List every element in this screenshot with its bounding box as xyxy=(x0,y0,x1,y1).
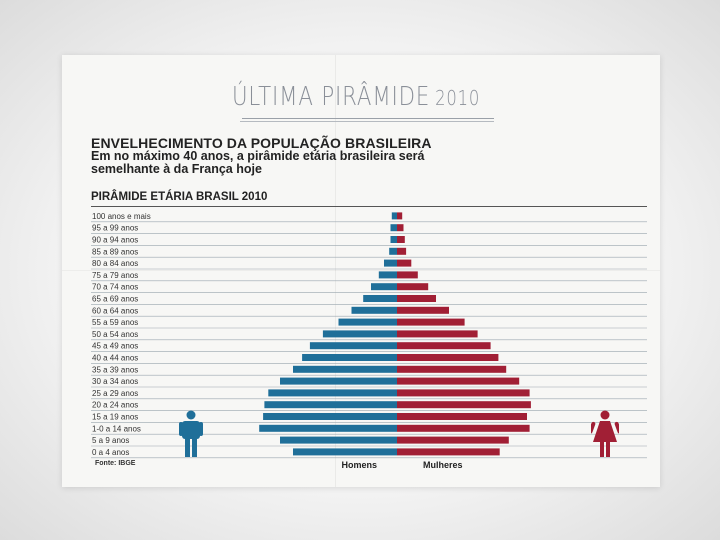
female-figure-arm xyxy=(591,421,596,434)
bar-homens xyxy=(309,342,397,350)
bar-mulheres xyxy=(397,318,465,326)
bar-mulheres xyxy=(397,224,404,232)
bar-mulheres xyxy=(397,389,530,397)
slide-title-year: 2010 xyxy=(435,86,481,110)
bar-mulheres xyxy=(397,354,499,361)
age-group-label: 60 a 64 anos xyxy=(92,306,138,315)
bar-mulheres xyxy=(397,377,520,385)
bar-mulheres xyxy=(397,247,407,255)
bar-homens xyxy=(293,365,397,373)
male-figure-leg xyxy=(185,438,190,457)
paper-fold xyxy=(62,270,660,271)
age-group-label: 85 a 89 anos xyxy=(92,247,138,256)
bar-mulheres xyxy=(397,271,418,279)
age-group-label: 30 a 34 anos xyxy=(92,377,138,386)
article-subhead: Em no máximo 40 anos, a pirâmide etária … xyxy=(91,149,425,176)
chart-title: PIRÂMIDE ETÁRIA BRASIL 2010 xyxy=(91,191,268,203)
female-figure-head xyxy=(600,410,610,420)
age-group-label: 70 a 74 anos xyxy=(92,283,138,292)
female-figure-dress xyxy=(593,421,617,442)
age-group-label: 1-0 a 14 anos xyxy=(92,424,141,433)
bar-mulheres xyxy=(397,436,509,444)
age-group-label: 45 a 49 anos xyxy=(92,342,138,351)
bar-homens xyxy=(302,354,397,361)
chart-title-rule xyxy=(91,206,647,207)
age-group-label: 0 a 4 anos xyxy=(92,448,129,457)
title-underline xyxy=(242,118,494,119)
bar-homens xyxy=(389,247,397,255)
bar-homens xyxy=(371,283,397,291)
bar-mulheres xyxy=(397,295,436,302)
male-figure-torso xyxy=(182,421,200,439)
bar-homens xyxy=(391,212,397,220)
bar-mulheres xyxy=(397,342,491,350)
bar-homens xyxy=(264,401,397,409)
bar-mulheres xyxy=(397,401,531,409)
legend-homens: Homens xyxy=(341,460,377,470)
age-group-label: 50 a 54 anos xyxy=(92,330,138,339)
bar-homens xyxy=(322,330,397,338)
bar-homens xyxy=(390,224,397,232)
male-figure-leg xyxy=(192,438,197,457)
bar-mulheres xyxy=(397,330,478,338)
slide-title: ÚLTIMA PIRÂMIDE 2010 xyxy=(232,82,480,112)
age-group-label: 75 a 79 anos xyxy=(92,271,138,280)
slide-title-text: ÚLTIMA PIRÂMIDE xyxy=(232,82,431,112)
age-group-label: 80 a 84 anos xyxy=(92,259,138,268)
bar-homens xyxy=(390,236,397,243)
age-group-label: 40 a 44 anos xyxy=(92,354,138,363)
bar-homens xyxy=(263,413,397,420)
female-figure-leg xyxy=(600,442,604,457)
age-group-label: 20 a 24 anos xyxy=(92,401,138,410)
bar-homens xyxy=(338,318,397,326)
age-group-label: 65 a 69 anos xyxy=(92,295,138,304)
bar-homens xyxy=(363,295,397,302)
age-group-label: 95 a 99 anos xyxy=(92,224,138,233)
bar-homens xyxy=(293,448,397,456)
bar-mulheres xyxy=(397,306,449,314)
female-figure-arm xyxy=(614,421,619,434)
age-group-label: 35 a 39 anos xyxy=(92,365,138,374)
bar-mulheres xyxy=(397,424,530,432)
female-figure-leg xyxy=(606,442,610,457)
bar-homens xyxy=(280,436,397,444)
age-group-label: 5 a 9 anos xyxy=(92,436,129,445)
age-group-label: 90 a 94 anos xyxy=(92,236,138,245)
age-group-label: 55 a 59 anos xyxy=(92,318,138,327)
bar-homens xyxy=(384,259,397,267)
male-figure-icon xyxy=(179,410,203,457)
age-group-label: 100 anos e mais xyxy=(92,212,151,221)
bar-mulheres xyxy=(397,448,500,456)
male-figure-arm xyxy=(179,422,183,436)
bar-mulheres xyxy=(397,259,412,267)
article-headline: ENVELHECIMENTO DA POPULAÇÃO BRASILEIRA xyxy=(91,135,432,151)
bar-mulheres xyxy=(397,365,507,373)
age-group-label: 25 a 29 anos xyxy=(92,389,138,398)
bar-homens xyxy=(378,271,397,279)
male-figure-arm xyxy=(199,422,203,436)
bar-mulheres xyxy=(397,236,405,243)
bar-homens xyxy=(351,306,397,314)
bar-homens xyxy=(259,424,397,432)
bar-mulheres xyxy=(397,212,403,220)
bar-homens xyxy=(268,389,397,397)
female-figure-icon xyxy=(591,410,619,457)
bar-homens xyxy=(280,377,397,385)
title-underline xyxy=(240,121,494,122)
paper-fold xyxy=(335,55,336,487)
legend-mulheres: Mulheres xyxy=(423,460,463,470)
chart-source: Fonte: IBGE xyxy=(95,460,136,467)
bar-mulheres xyxy=(397,413,527,420)
age-group-label: 15 a 19 anos xyxy=(92,413,138,422)
male-figure-head xyxy=(186,410,196,420)
bar-mulheres xyxy=(397,283,429,291)
